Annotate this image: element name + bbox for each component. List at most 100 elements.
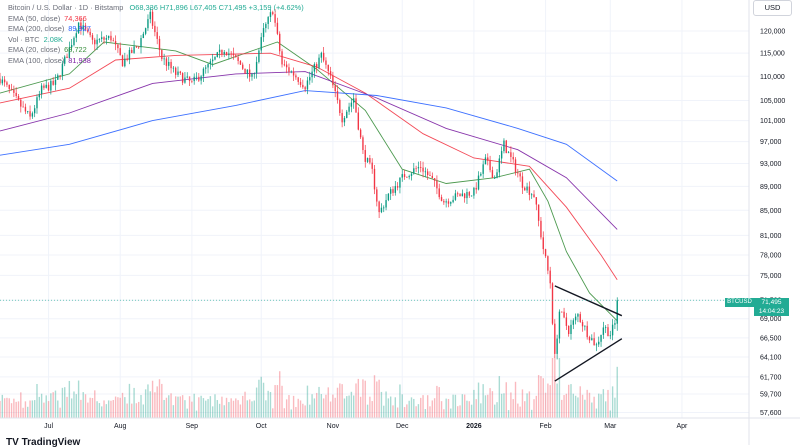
candle-body	[468, 192, 470, 196]
volume-bar	[91, 397, 94, 418]
volume-bar	[147, 384, 149, 418]
volume-bar	[343, 398, 346, 418]
candle-body	[385, 200, 387, 208]
volume-bar	[103, 400, 105, 418]
legend-ema-50[interactable]: EMA (50, close) 74,366	[8, 14, 304, 25]
volume-bar	[450, 408, 452, 418]
time-axis[interactable]: Jul Aug Sep Oct Nov Dec 2026 Feb Mar Apr	[0, 417, 800, 430]
legend-ema-20[interactable]: EMA (20, close) 68,722	[8, 45, 304, 56]
candle-body	[378, 201, 380, 213]
volume-bar	[244, 391, 246, 418]
legend-ema-100[interactable]: EMA (100, close) 81,938	[8, 56, 304, 67]
candle-body	[218, 49, 221, 53]
candle-body	[184, 77, 186, 83]
volume-bar	[591, 402, 593, 418]
candle-body	[334, 85, 336, 92]
candle-body	[463, 193, 466, 199]
volume-bar	[422, 395, 424, 418]
volume-bar	[519, 406, 521, 418]
volume-bar	[179, 396, 182, 418]
x-tick-label: Feb	[540, 423, 552, 430]
volume-bar	[8, 398, 10, 418]
candle-body	[436, 180, 438, 189]
volume-bar	[36, 383, 38, 418]
candle-body	[604, 327, 607, 329]
legend-volume[interactable]: Vol · BTC 2.08K	[8, 35, 304, 46]
volume-bar	[572, 393, 575, 418]
volume-bar	[299, 400, 302, 418]
candle-body	[126, 58, 128, 60]
candle-body	[10, 88, 13, 90]
candle-body	[70, 45, 73, 48]
candle-body	[61, 63, 64, 76]
candle-body	[40, 85, 43, 95]
price-axis[interactable]: 57,60059,70061,70064,10066,50069,00071,5…	[748, 0, 785, 445]
candle-body	[309, 77, 311, 81]
volume-bar	[107, 400, 110, 418]
volume-bar	[491, 391, 494, 418]
legend-ema-200[interactable]: EMA (200, close) 89,927	[8, 24, 304, 35]
volume-bar	[161, 383, 163, 418]
candle-body	[73, 37, 75, 46]
volume-bar	[209, 396, 212, 418]
volume-bar	[276, 385, 279, 418]
candle-body	[500, 151, 503, 159]
triangle-trendlines[interactable]	[554, 285, 623, 382]
tradingview-logo[interactable]: TV TradingView	[6, 437, 80, 448]
volume-bar	[581, 394, 584, 418]
candle-body	[392, 189, 394, 193]
candle-body	[487, 157, 489, 161]
volume-bar	[133, 387, 135, 418]
currency-button[interactable]: USD	[753, 0, 792, 16]
volume-bar	[517, 403, 519, 418]
candle-body	[170, 61, 172, 69]
candle-body	[202, 68, 205, 77]
x-tick-label: 2026	[466, 423, 482, 430]
volume-bar	[482, 384, 484, 418]
volume-bar	[440, 401, 443, 418]
candle-body	[542, 237, 544, 250]
candle-body	[586, 325, 588, 338]
candle-body	[600, 334, 602, 342]
candle-body	[549, 270, 551, 284]
volume-bar	[600, 394, 602, 418]
volume-bar	[297, 398, 299, 418]
volume-bar	[494, 404, 496, 418]
candle-body	[346, 111, 348, 118]
candle-body	[22, 106, 24, 108]
candle-body	[158, 38, 161, 50]
volume-bar	[563, 395, 565, 418]
candle-body	[438, 188, 440, 198]
volume-bar	[487, 394, 489, 418]
candle-body	[121, 55, 124, 67]
volume-bar	[94, 390, 96, 418]
volume-bar	[406, 404, 408, 418]
candle-body	[149, 11, 151, 20]
candle-body	[228, 53, 230, 56]
candle-body	[94, 39, 96, 45]
candle-body	[461, 193, 464, 197]
volume-bar	[567, 384, 570, 418]
volume-bar	[149, 391, 151, 418]
candle-body	[276, 22, 279, 34]
volume-bar	[322, 398, 325, 418]
candle-body	[269, 12, 272, 18]
candle-body	[205, 67, 207, 69]
candle-body	[320, 52, 323, 58]
volume-bar	[556, 383, 558, 418]
volume-bar	[387, 398, 390, 418]
candle-body	[20, 99, 22, 107]
legend-value: 74,366	[64, 13, 87, 23]
volume-bar	[417, 404, 420, 418]
candle-body	[124, 58, 126, 67]
candle-body	[533, 194, 535, 198]
volume-bar	[611, 386, 614, 418]
candle-body	[274, 14, 276, 23]
legend-value: 68,722	[64, 45, 87, 55]
candle-body	[581, 322, 584, 327]
volume-bar	[211, 406, 214, 418]
candle-body	[290, 71, 292, 73]
volume-bar	[225, 397, 228, 418]
candle-body	[279, 33, 281, 52]
